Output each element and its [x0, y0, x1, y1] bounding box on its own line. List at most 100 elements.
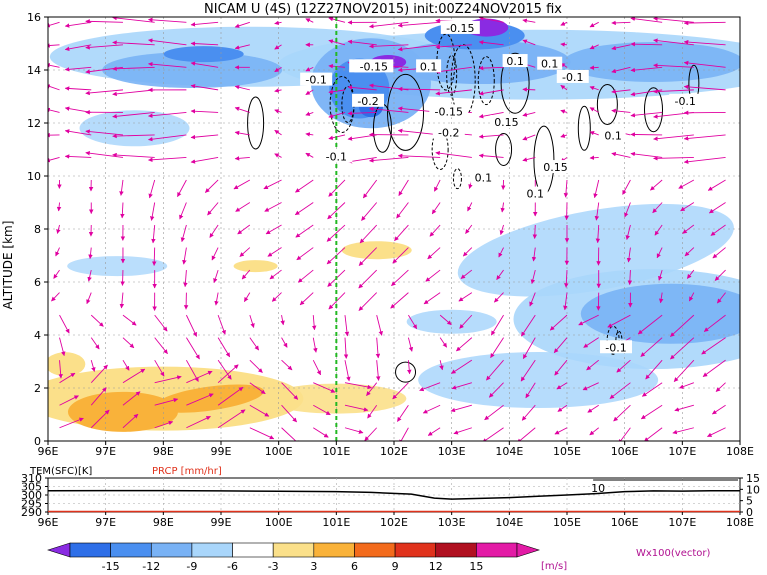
- contour-label: 0.1: [506, 55, 524, 68]
- wind-vector: [305, 89, 314, 96]
- wind-vector: [589, 155, 599, 161]
- wind-vector: [112, 152, 155, 158]
- wind-vector: [583, 337, 599, 348]
- colorbar-tick-label: 15: [469, 560, 483, 573]
- wind-vector: [520, 359, 536, 382]
- wind-vector: [205, 179, 219, 193]
- wind-vector: [458, 292, 473, 302]
- wind-vector: [578, 314, 599, 326]
- wind-vector: [344, 427, 364, 434]
- wind-vector: [397, 21, 441, 28]
- wind-vector: [530, 269, 536, 285]
- wind-vector: [494, 292, 504, 303]
- wind-vector: [670, 337, 695, 360]
- wind-vector: [217, 337, 231, 358]
- contour-label-bg: [502, 54, 528, 68]
- wind-vector: [522, 18, 536, 24]
- x-tick-label: 103E: [438, 445, 466, 458]
- wind-vector: [344, 360, 351, 382]
- x-tick-label: 104E: [495, 445, 523, 458]
- wind-vector: [586, 359, 599, 371]
- wind-vector: [640, 404, 663, 420]
- y-tick-label: 10: [27, 170, 41, 183]
- wind-vector: [563, 179, 569, 198]
- colorbar-box: [191, 542, 233, 558]
- shade-upper-mid: [102, 52, 283, 88]
- wind-vector: [190, 61, 219, 68]
- wind-vector: [715, 382, 726, 392]
- wind-vector: [148, 17, 187, 23]
- wind-vector: [234, 21, 250, 28]
- colorbar-tick-label: 6: [351, 560, 358, 573]
- wind-vector: [359, 224, 378, 244]
- contour-positive: [577, 105, 591, 151]
- surface-right-tick-label: 0: [746, 506, 753, 519]
- contour-label-bg: [440, 20, 480, 34]
- wind-vector: [589, 107, 599, 113]
- wind-vector: [269, 269, 282, 280]
- contour-label-bg: [522, 186, 548, 200]
- wind-vector: [59, 372, 76, 384]
- surface-right-tick-label: 5: [746, 495, 753, 508]
- main-grid: [48, 17, 740, 441]
- wind-vector: [653, 63, 694, 68]
- wind-vector: [234, 130, 250, 136]
- x-tick-label: 101E: [322, 445, 350, 458]
- wind-vector: [55, 247, 60, 257]
- wind-vector: [451, 359, 473, 374]
- wind-vector: [217, 409, 246, 429]
- shade-low-mid: [580, 283, 740, 344]
- wind-vector: [119, 292, 125, 309]
- shade-mid-yellow: [233, 260, 278, 273]
- wind-vector: [652, 202, 663, 214]
- wind-vector: [190, 134, 219, 140]
- colorbar-box: [110, 542, 152, 558]
- wind-vector: [712, 247, 726, 259]
- wind-vector: [235, 202, 251, 212]
- colorbar-box: [394, 542, 437, 558]
- shade-mid-light: [67, 256, 168, 277]
- wind-vector: [609, 382, 631, 399]
- contour-label: -0.1: [674, 95, 695, 108]
- wind-vector: [217, 359, 232, 380]
- wind-vector: [209, 224, 219, 238]
- wind-vector: [274, 66, 282, 73]
- wind-vector: [656, 247, 663, 259]
- wind-vector: [673, 359, 695, 382]
- surface-right-tick-label: 15: [746, 472, 760, 485]
- x-tick-label: 106E: [611, 445, 639, 458]
- wind-vector: [190, 109, 219, 114]
- wind-vector: [522, 157, 536, 162]
- wind-vector: [683, 84, 726, 91]
- wind-vector: [427, 427, 441, 436]
- y-tick-label: 6: [34, 276, 41, 289]
- wind-vector: [683, 157, 726, 164]
- contour-label-bg: [470, 170, 496, 184]
- wind-vector: [439, 314, 452, 326]
- wind-vector: [376, 315, 383, 336]
- wind-vector: [64, 129, 92, 136]
- wind-vector: [582, 382, 599, 391]
- wind-vector: [680, 202, 695, 212]
- wind-vector: [478, 111, 504, 119]
- wind-vector: [529, 292, 536, 307]
- wind-vector: [299, 292, 314, 306]
- wind-vector: [112, 66, 155, 71]
- main-panel: -0.15-0.1-0.150.10.10.1-0.1-0.1-0.2-0.1-…: [1, 11, 754, 458]
- contour-label: -0.15: [360, 60, 388, 73]
- colorbar-min-triangle: [47, 542, 71, 558]
- wind-vector: [658, 269, 663, 281]
- wind-vector: [51, 292, 60, 302]
- wind-vectors: [48, 17, 726, 441]
- wind-vector: [637, 314, 663, 335]
- wind-vector: [241, 269, 251, 280]
- shade-low-light: [418, 352, 659, 409]
- surface-x-tick-label: 97E: [95, 516, 116, 529]
- wind-vector: [375, 337, 381, 359]
- shade-low-yellow: [48, 352, 86, 377]
- wind-vector: [85, 89, 124, 96]
- wind-vector: [490, 337, 504, 358]
- wind-vector: [556, 382, 568, 390]
